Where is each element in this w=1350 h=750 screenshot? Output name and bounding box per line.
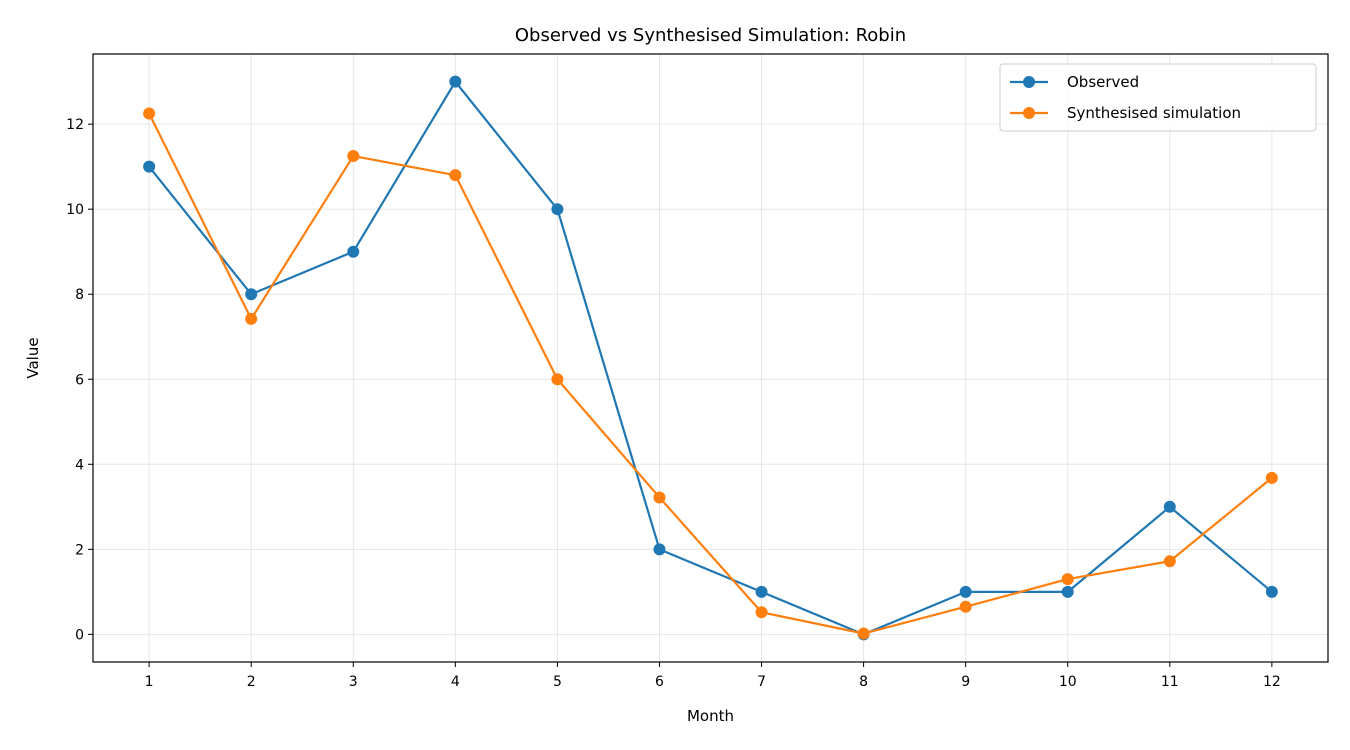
- series-line: [148, 80, 1273, 636]
- data-point: [143, 107, 156, 120]
- data-point: [449, 169, 462, 182]
- data-point: [959, 585, 972, 598]
- y-tick-label: 6: [75, 372, 84, 388]
- data-point: [1163, 555, 1176, 568]
- legend-item: Observed: [1010, 73, 1139, 91]
- data-point: [959, 600, 972, 613]
- x-tick-label: 9: [961, 674, 970, 690]
- x-tick-label: 1: [145, 674, 154, 690]
- data-point: [551, 373, 564, 386]
- series-line: [148, 113, 1273, 635]
- data-point: [449, 75, 462, 88]
- y-tick-label: 12: [66, 117, 84, 133]
- y-tick-label: 4: [75, 457, 84, 473]
- x-tick-label: 2: [247, 674, 256, 690]
- data-point: [1061, 573, 1074, 586]
- legend-box: [999, 63, 1317, 132]
- data-point: [245, 312, 258, 325]
- plot-frame: [92, 53, 1329, 663]
- x-tick-label: 7: [757, 674, 766, 690]
- data-point: [1061, 585, 1074, 598]
- y-axis-title: Value: [24, 337, 42, 378]
- y-tick-label: 10: [66, 202, 84, 218]
- x-tick-label: 4: [451, 674, 460, 690]
- series-observed: [143, 75, 1278, 641]
- data-point: [857, 627, 870, 640]
- data-point: [143, 160, 156, 173]
- data-point: [755, 585, 768, 598]
- x-axis-title: Month: [687, 707, 734, 725]
- y-axis-ticks: 0 2 4 6 8 10 12: [66, 117, 93, 643]
- y-tick-label: 0: [75, 627, 84, 643]
- x-tick-label: 3: [349, 674, 358, 690]
- x-tick-label: 11: [1161, 674, 1179, 690]
- x-tick-label: 6: [655, 674, 664, 690]
- legend-label: Synthesised simulation: [1067, 104, 1241, 122]
- y-tick-label: 8: [75, 287, 84, 303]
- x-tick-label: 10: [1059, 674, 1077, 690]
- legend-swatch-marker: [1023, 107, 1035, 119]
- series-layer: [143, 75, 1278, 641]
- data-point: [245, 288, 258, 301]
- data-point: [1265, 471, 1278, 484]
- series-synthesised-simulation: [143, 107, 1278, 640]
- chart-title: Observed vs Synthesised Simulation: Robi…: [515, 25, 906, 46]
- data-point: [347, 245, 360, 258]
- x-axis-ticks: 1 2 3 4 5 6 7 8 9 10 11 12: [145, 662, 1281, 690]
- legend-label: Observed: [1067, 73, 1139, 91]
- data-point: [653, 491, 666, 504]
- data-point: [755, 606, 768, 619]
- legend-swatch-marker: [1023, 76, 1035, 88]
- y-tick-label: 2: [75, 542, 84, 558]
- x-tick-label: 12: [1263, 674, 1281, 690]
- data-point: [551, 203, 564, 216]
- data-point: [1163, 500, 1176, 513]
- x-tick-label: 5: [553, 674, 562, 690]
- data-point: [347, 150, 360, 163]
- legend: Observed Synthesised simulation: [999, 63, 1317, 132]
- legend-item: Synthesised simulation: [1010, 104, 1241, 122]
- x-tick-label: 8: [859, 674, 868, 690]
- data-point: [1265, 585, 1278, 598]
- data-point: [653, 543, 666, 556]
